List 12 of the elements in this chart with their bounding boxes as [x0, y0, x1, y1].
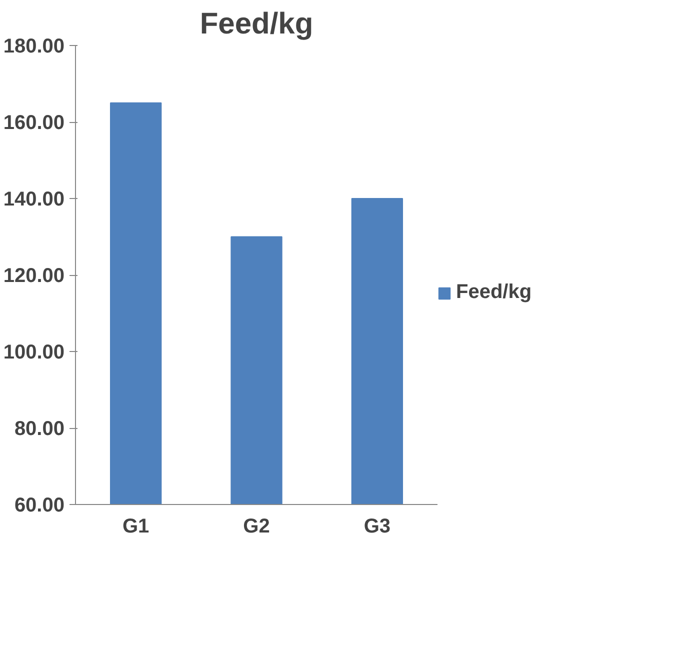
chart-title: Feed/kg — [200, 8, 314, 40]
y-tick-label: 80.00 — [14, 418, 65, 440]
y-tick-label: 180.00 — [3, 36, 64, 58]
y-tick-label: 100.00 — [3, 342, 64, 364]
y-tick-label: 60.00 — [14, 494, 65, 516]
x-tick-label: G3 — [364, 516, 391, 538]
y-tick-label: 120.00 — [3, 265, 64, 287]
y-tick-label: 140.00 — [3, 188, 64, 210]
y-tick-label: 160.00 — [3, 112, 64, 134]
legend-label: Feed/kg — [456, 281, 532, 304]
x-tick-label: G1 — [122, 516, 150, 538]
x-tick-label: G2 — [243, 516, 270, 538]
